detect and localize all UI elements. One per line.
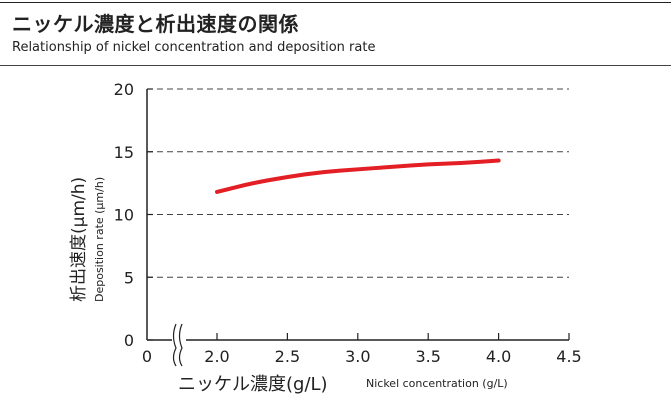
series-line-0: [215, 158, 501, 194]
series-lines: [215, 158, 501, 194]
y-tick-label-5: 5: [124, 268, 134, 287]
x-tick-label-0: 0: [142, 347, 152, 366]
y-axis-label: 析出速度(μm/h): [69, 177, 89, 302]
x-tick-label-4.0: 4.0: [486, 347, 511, 366]
y-tick-labels: 0 5 10 15 20: [114, 80, 134, 350]
x-axis-label-sub: Nickel concentration (g/L): [366, 377, 508, 390]
gridlines: [147, 88, 569, 278]
x-tick-label-4.5: 4.5: [556, 347, 581, 366]
x-axis-label: ニッケル濃度(g/L): [178, 374, 328, 395]
y-tick-label-0: 0: [124, 331, 134, 350]
x-tick-label-3.0: 3.0: [345, 347, 370, 366]
top-rule: [0, 2, 671, 3]
axes: [146, 88, 570, 367]
x-tick-label-2.5: 2.5: [275, 347, 300, 366]
y-axis-label-sub: Deposition rate (μm/h): [93, 177, 106, 302]
y-tick-label-10: 10: [114, 206, 134, 225]
header-divider: [0, 65, 671, 66]
axis-break-mark-left: [172, 323, 177, 367]
y-tick-label-20: 20: [114, 80, 134, 99]
x-tick-label-2.0: 2.0: [204, 347, 229, 366]
chart-title: ニッケル濃度と析出速度の関係: [12, 12, 299, 36]
x-tick-label-3.5: 3.5: [415, 347, 440, 366]
axis-break-mark-right: [178, 323, 183, 367]
chart-subtitle: Relationship of nickel concentration and…: [12, 40, 376, 55]
y-tick-label-15: 15: [114, 143, 134, 162]
x-tick-labels: 0 2.0 2.5 3.0 3.5 4.0 4.5: [142, 347, 582, 366]
